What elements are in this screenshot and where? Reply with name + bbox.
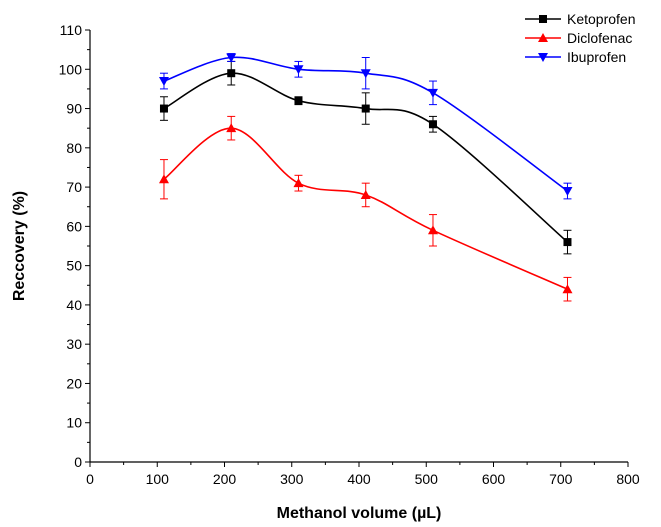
x-tick-label: 300 (280, 471, 304, 487)
y-tick-label: 60 (66, 218, 82, 234)
data-point (159, 104, 168, 113)
data-point (360, 189, 371, 199)
data-point (294, 96, 303, 105)
y-tick-label: 100 (59, 61, 83, 77)
y-tick-label: 0 (74, 454, 82, 470)
data-point (158, 77, 169, 87)
y-tick-label: 50 (66, 258, 82, 274)
axes: 0 100 200 300 400 500 600 700 800 0 10 20 30 40 50 60 70… (59, 22, 640, 487)
legend-item-ketoprofen: Ketoprofen (525, 11, 636, 27)
x-tick-label: 400 (347, 471, 371, 487)
data-point (563, 238, 572, 247)
legend-marker (538, 53, 548, 62)
y-tick-label: 20 (66, 375, 82, 391)
data-point (158, 174, 169, 184)
series-ibuprofen (158, 53, 573, 200)
series-layer (158, 53, 573, 302)
series-line-diclofenac (163, 127, 568, 290)
y-axis-title: Reccovery (%) (11, 191, 28, 301)
data-point (562, 187, 573, 197)
x-tick-label: 200 (213, 471, 237, 487)
data-point (226, 53, 237, 63)
legend-marker (538, 33, 548, 42)
legend-item-ibuprofen: Ibuprofen (525, 49, 626, 65)
series-ketoprofen (159, 60, 572, 255)
data-point (427, 225, 438, 235)
legend: Ketoprofen Diclofenac Ibuprofen (525, 11, 636, 65)
x-tick-label: 500 (415, 471, 439, 487)
data-point (562, 284, 573, 294)
legend-item-diclofenac: Diclofenac (525, 30, 632, 46)
y-tick-label: 80 (66, 140, 82, 156)
x-tick-label: 700 (549, 471, 573, 487)
data-point (293, 65, 304, 75)
y-tick-label: 70 (66, 179, 82, 195)
y-tick-label: 90 (66, 101, 82, 117)
y-tick-label: 110 (60, 22, 83, 38)
series-diclofenac (158, 115, 573, 302)
x-axis-title: Methanol volume (µL) (277, 505, 442, 522)
legend-marker (539, 15, 547, 23)
data-point (427, 88, 438, 98)
data-point (361, 104, 370, 113)
x-tick-label: 100 (146, 471, 170, 487)
data-point (428, 120, 437, 129)
data-point (227, 69, 236, 78)
y-tick-label: 10 (66, 415, 82, 431)
y-tick-label: 40 (66, 297, 82, 313)
legend-label: Diclofenac (567, 30, 632, 46)
x-tick-label: 0 (86, 471, 94, 487)
legend-label: Ketoprofen (567, 11, 636, 27)
legend-label: Ibuprofen (567, 49, 626, 65)
y-tick-label: 30 (66, 336, 82, 352)
data-point (226, 123, 237, 133)
x-tick-label: 600 (482, 471, 506, 487)
data-point (293, 178, 304, 188)
x-tick-label: 800 (616, 471, 640, 487)
data-point (360, 69, 371, 79)
